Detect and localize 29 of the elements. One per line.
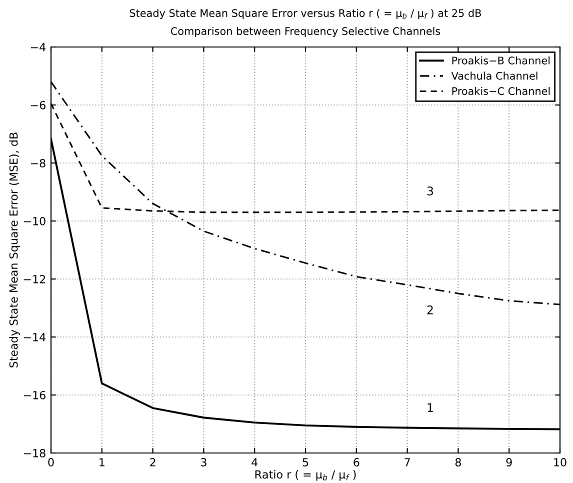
y-tick-label: −14 bbox=[24, 333, 46, 342]
chart-subtitle: Comparison between Frequency Selective Channels bbox=[170, 26, 440, 38]
chart-title: Steady State Mean Square Error versus Ratio r ( = μ$_{b}$ / μ$_{f}$ ) at 25 dB bbox=[130, 8, 481, 20]
y-tick-label: −10 bbox=[24, 216, 46, 226]
y-axis-title: Steady State Mean Square Error (MSE), dB bbox=[9, 132, 20, 368]
x-tick-label: 5 bbox=[302, 458, 308, 466]
y-tick-label: −16 bbox=[24, 390, 46, 400]
x-tick-label: 1 bbox=[100, 458, 104, 466]
x-tick-label: 6 bbox=[354, 458, 360, 466]
annotation: 2 bbox=[427, 305, 433, 314]
x-tick-label: 4 bbox=[252, 458, 258, 466]
y-tick-label: −18 bbox=[24, 448, 46, 458]
x-tick-label: 7 bbox=[404, 458, 410, 466]
x-tick-label: 0 bbox=[48, 458, 54, 466]
x-tick-label: 2 bbox=[150, 458, 156, 466]
x-tick-label: 10 bbox=[554, 458, 566, 466]
x-tick-label: 8 bbox=[455, 458, 461, 466]
annotation: 3 bbox=[427, 186, 434, 196]
x-tick-label: 9 bbox=[506, 458, 512, 466]
x-axis-title: Ratio r ( = μ$_{b}$ / μ$_{f}$ ) bbox=[255, 470, 356, 481]
y-tick-label: −4 bbox=[30, 43, 46, 52]
x-tick-label: 3 bbox=[201, 458, 206, 466]
legend-label: Proakis−C Channel bbox=[452, 86, 550, 96]
legend-label: Proakis−B Channel bbox=[452, 56, 550, 64]
annotation: 1 bbox=[428, 403, 433, 412]
y-tick-label: −12 bbox=[24, 274, 46, 284]
legend-label: Vachula Channel bbox=[451, 72, 538, 80]
y-tick-label: −8 bbox=[30, 158, 46, 168]
y-tick-label: −6 bbox=[30, 100, 46, 110]
